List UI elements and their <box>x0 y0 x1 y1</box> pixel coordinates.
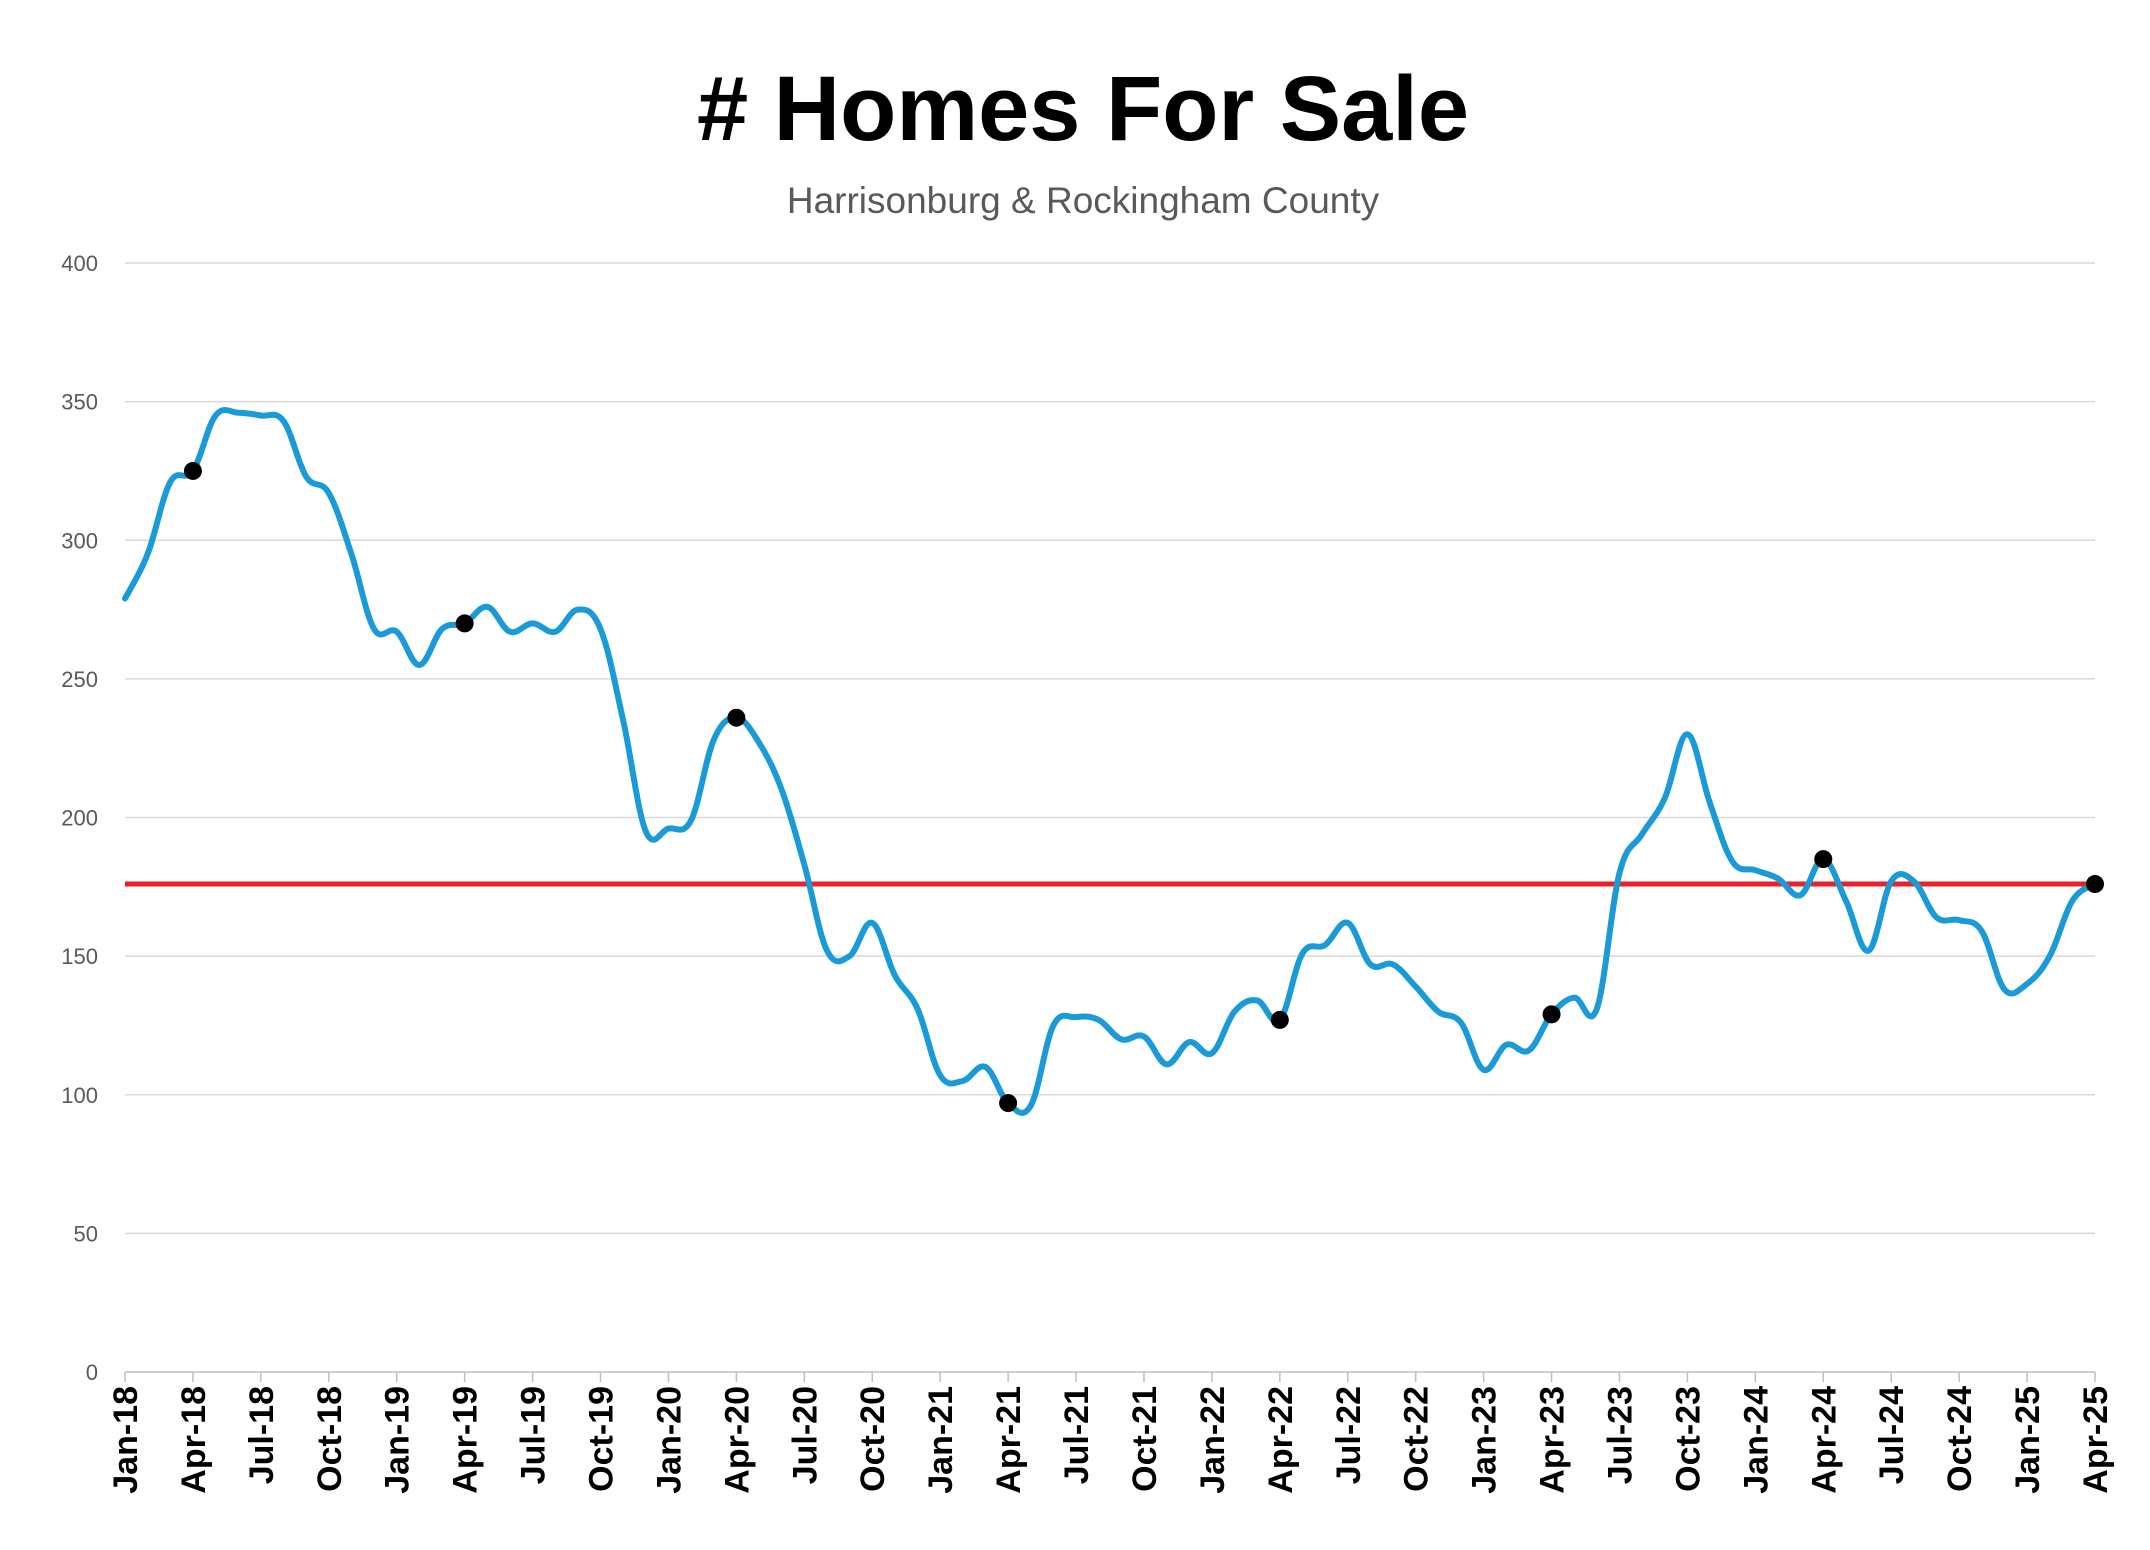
x-tick-label: Jan-24 <box>1737 1386 1775 1494</box>
y-tick-label: 0 <box>86 1360 98 1385</box>
y-tick-label: 400 <box>61 251 98 276</box>
x-tick-label: Jan-23 <box>1466 1386 1504 1494</box>
y-tick-label: 150 <box>61 944 98 969</box>
x-tick-label: Oct-22 <box>1398 1386 1436 1492</box>
data-point-marker <box>2086 875 2104 894</box>
data-point-marker <box>1542 1005 1561 1024</box>
x-tick-label: Apr-22 <box>1262 1386 1300 1494</box>
x-tick-label: Apr-21 <box>990 1386 1028 1494</box>
x-tick-label: Apr-23 <box>1534 1386 1572 1494</box>
y-tick-label: 250 <box>61 667 98 692</box>
x-tick-label: Apr-24 <box>1805 1386 1843 1494</box>
x-tick-label: Apr-18 <box>175 1386 213 1494</box>
x-tick-label: Oct-18 <box>311 1386 349 1492</box>
series-layer <box>122 407 2098 1116</box>
x-tick-label: Jan-18 <box>107 1386 145 1494</box>
y-axis-ticks: 0 50 100 150 200 250 300 350 400 <box>61 251 98 1385</box>
data-point-marker <box>1814 850 1833 869</box>
data-point-marker <box>999 1094 1018 1113</box>
x-tick-label: Oct-21 <box>1126 1386 1164 1492</box>
x-tick-label: Jul-23 <box>1601 1386 1639 1484</box>
x-tick-label: Oct-23 <box>1669 1386 1707 1492</box>
x-tick-label: Oct-20 <box>854 1386 892 1492</box>
x-tick-label: Jul-18 <box>243 1386 281 1484</box>
x-tick-label: Jul-24 <box>1873 1386 1911 1484</box>
data-point-marker <box>1270 1010 1289 1029</box>
y-tick-label: 200 <box>61 806 98 831</box>
x-tick-label: Jan-21 <box>922 1386 960 1494</box>
highlight-markers <box>183 461 2104 1113</box>
gridlines <box>125 262 2095 1235</box>
x-tick-label: Jul-21 <box>1058 1386 1096 1484</box>
x-tick-label: Jul-19 <box>515 1386 553 1484</box>
x-tick-label: Jul-22 <box>1330 1386 1368 1484</box>
x-tick-label: Oct-24 <box>1941 1386 1979 1492</box>
data-point-marker <box>727 708 746 727</box>
x-tick-label: Jan-20 <box>650 1386 688 1494</box>
chart-subtitle: Harrisonburg & Rockingham County <box>787 180 1380 221</box>
x-tick-label: Jan-22 <box>1194 1386 1232 1494</box>
x-axis-ticks: Jan-18 Apr-18 Jul-18 Oct-18 Jan-19 Apr-19 Jul-… <box>107 1372 2115 1494</box>
x-tick-label: Jul-20 <box>786 1386 824 1484</box>
data-point-marker <box>455 614 474 633</box>
y-tick-label: 300 <box>61 528 98 553</box>
y-tick-label: 350 <box>61 390 98 415</box>
x-tick-label: Oct-19 <box>583 1386 621 1492</box>
data-point-marker <box>183 461 202 480</box>
chart-title: # Homes For Sale <box>697 58 1469 160</box>
x-tick-label: Jan-25 <box>2009 1386 2047 1494</box>
x-tick-label: Apr-25 <box>2077 1386 2115 1494</box>
x-tick-label: Apr-20 <box>718 1386 756 1494</box>
y-tick-label: 50 <box>74 1221 98 1246</box>
y-tick-label: 100 <box>61 1083 98 1108</box>
x-tick-label: Jan-19 <box>379 1386 417 1494</box>
series-line <box>122 407 2098 1116</box>
x-tick-label: Apr-19 <box>447 1386 485 1494</box>
